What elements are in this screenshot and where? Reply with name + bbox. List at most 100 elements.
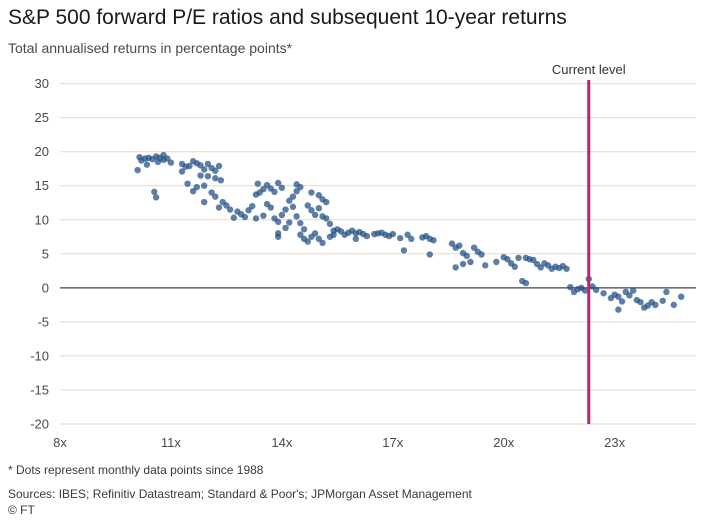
data-point	[581, 287, 589, 294]
data-point	[504, 256, 511, 263]
data-point	[254, 180, 262, 187]
data-point	[400, 247, 408, 254]
data-point	[482, 262, 489, 269]
data-point	[201, 166, 208, 173]
y-tick-label: -5	[37, 314, 49, 329]
data-point	[197, 162, 204, 169]
data-point	[311, 230, 319, 237]
sources-note: Sources: IBES; Refinitiv Datastream; Sta…	[8, 487, 472, 501]
data-point	[463, 252, 470, 260]
data-point	[151, 188, 158, 196]
data-point	[289, 193, 297, 200]
data-point	[143, 161, 151, 168]
data-point	[274, 179, 282, 187]
data-point	[537, 264, 544, 271]
data-point	[252, 215, 260, 222]
data-point	[178, 168, 186, 175]
data-point	[282, 206, 289, 213]
data-point	[267, 204, 274, 211]
data-point	[308, 189, 315, 196]
chart-title: S&P 500 forward P/E ratios and subsequen…	[8, 6, 567, 29]
data-point	[315, 235, 323, 243]
data-point	[448, 240, 456, 247]
data-point	[652, 301, 659, 309]
data-point	[186, 162, 193, 170]
data-points	[134, 151, 685, 313]
data-point	[223, 202, 230, 209]
data-point	[452, 264, 459, 271]
data-point	[493, 258, 500, 266]
data-point	[260, 212, 267, 219]
data-point	[212, 193, 219, 200]
data-point	[260, 185, 267, 193]
data-point	[197, 172, 204, 179]
y-tick-label: -15	[30, 382, 49, 397]
data-point	[615, 293, 622, 300]
data-point	[430, 236, 437, 244]
x-tick-label: 11x	[161, 435, 181, 450]
data-point	[363, 232, 371, 240]
x-tick-label: 20x	[493, 435, 514, 450]
data-point	[330, 231, 337, 238]
data-point	[274, 233, 282, 240]
data-point	[592, 286, 600, 294]
data-point	[629, 287, 637, 294]
chart-subtitle: Total annualised returns in percentage p…	[8, 40, 293, 56]
data-point	[308, 207, 315, 214]
data-point	[154, 158, 162, 166]
data-point	[204, 173, 212, 180]
data-point	[478, 251, 485, 258]
data-point	[522, 279, 530, 287]
data-point	[304, 238, 311, 245]
y-tick-label: 25	[35, 110, 49, 125]
data-point	[138, 157, 145, 164]
data-point	[278, 211, 286, 219]
y-tick-label: 10	[35, 212, 49, 227]
y-axis-labels: 30 25 20 15 10 5 0 -5 -10 -15 -20	[30, 76, 49, 431]
data-point	[293, 213, 300, 220]
data-point	[184, 180, 191, 187]
data-point	[563, 265, 570, 272]
data-point	[530, 256, 537, 264]
data-point	[515, 254, 522, 262]
data-point	[426, 251, 433, 258]
data-point	[230, 214, 237, 221]
data-point	[271, 188, 278, 196]
data-point	[511, 263, 519, 270]
footnote: * Dots represent monthly data points sin…	[8, 463, 264, 477]
data-point	[215, 162, 223, 170]
data-point	[389, 230, 396, 238]
data-point	[208, 189, 215, 196]
data-point	[663, 288, 670, 296]
y-tick-label: -20	[30, 417, 49, 432]
data-point	[315, 192, 323, 199]
data-point	[456, 242, 463, 249]
y-tick-label: 5	[42, 246, 49, 261]
data-point	[289, 203, 297, 211]
data-point	[201, 198, 208, 206]
data-point	[249, 202, 256, 210]
data-point	[215, 204, 223, 211]
data-point	[297, 231, 304, 238]
x-tick-label: 14x	[271, 435, 292, 450]
grid-lines	[60, 83, 696, 425]
data-point	[241, 213, 249, 221]
data-point	[297, 219, 304, 227]
data-point	[467, 258, 474, 266]
data-point	[659, 297, 666, 304]
data-point	[160, 151, 167, 159]
data-point	[217, 177, 225, 184]
data-point	[152, 194, 160, 201]
x-tick-label: 23x	[604, 435, 625, 450]
data-point	[615, 306, 622, 313]
x-axis-labels: 8x 11x 14x 17x 20x 23x	[53, 435, 625, 450]
data-point	[408, 235, 415, 243]
data-point	[404, 231, 411, 238]
data-point	[300, 226, 308, 233]
data-point	[193, 183, 201, 191]
data-point	[286, 219, 293, 226]
data-point	[326, 220, 334, 228]
scatter-chart: 30 25 20 15 10 5 0 -5 -10 -15 -20 8x 11x 14x 17x 20x 23…	[30, 62, 696, 450]
data-point	[189, 187, 197, 195]
data-point	[293, 181, 300, 188]
